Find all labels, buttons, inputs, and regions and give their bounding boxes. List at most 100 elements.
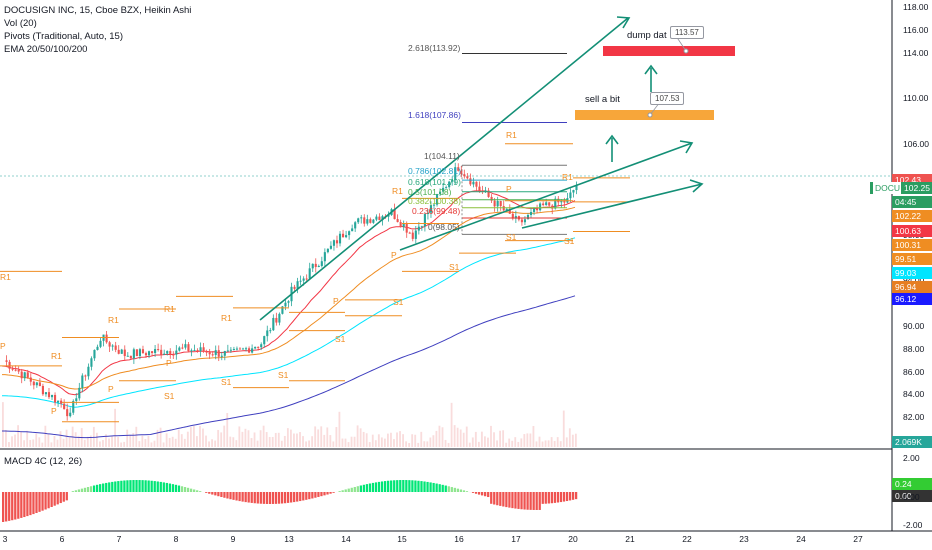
macd-bar	[199, 491, 202, 492]
annotation-sell[interactable]: sell a bit	[585, 94, 620, 105]
volume-bar	[65, 429, 68, 447]
candle-body	[338, 233, 342, 244]
macd-bar	[365, 484, 369, 492]
date-tick: 23	[739, 534, 749, 544]
fib-0786-label: 0.786(102.81)	[408, 166, 461, 176]
volume-bar	[293, 433, 295, 447]
candle-body	[211, 354, 214, 356]
macd-bar	[8, 492, 11, 521]
candle-body	[454, 167, 457, 180]
volume-bar	[89, 435, 92, 447]
volume-bar	[314, 426, 317, 447]
macd-bar	[338, 491, 341, 492]
pivot-r1-label: R1	[0, 272, 11, 282]
macd-bar	[114, 481, 117, 492]
volume-bar	[44, 425, 47, 447]
candle-body	[381, 216, 384, 221]
macd-bar	[271, 492, 275, 504]
macd-bar	[523, 492, 526, 510]
candle-body	[41, 385, 44, 395]
macd-bar	[562, 492, 566, 502]
volume-bar	[183, 438, 186, 447]
volume-bar	[268, 436, 271, 447]
macd-bar	[493, 492, 496, 505]
candle-body	[205, 351, 208, 353]
volume-bar	[508, 438, 511, 447]
macd-bar	[299, 492, 302, 502]
candle-body	[457, 167, 460, 171]
volume-bar	[493, 432, 495, 447]
volume-bar	[408, 442, 411, 447]
volume-bar	[326, 427, 329, 447]
volume-bar	[244, 428, 247, 447]
macd-bar	[150, 480, 153, 492]
candle-body	[157, 349, 160, 351]
macd-bar	[26, 492, 29, 517]
candle-body	[229, 349, 232, 351]
volume-bar	[277, 432, 280, 447]
macd-bar	[226, 492, 229, 499]
candle-body	[417, 226, 420, 231]
volume-bar	[14, 434, 16, 447]
candle-body	[408, 232, 411, 234]
sell-price-tag[interactable]: 107.53	[650, 92, 685, 105]
candle-body	[217, 350, 220, 357]
price-tag: 100.31	[892, 239, 932, 251]
candle-body	[532, 208, 536, 213]
macd-bar	[432, 482, 435, 492]
candle-body	[360, 217, 363, 219]
volume-bar	[56, 439, 59, 447]
macd-bar	[453, 487, 456, 492]
macd-bar	[347, 488, 350, 492]
volume-bar	[417, 442, 420, 447]
candle-body	[117, 349, 120, 354]
candle-body	[302, 278, 305, 281]
dump-price-tag[interactable]: 113.57	[670, 26, 704, 39]
candle-body	[484, 190, 487, 192]
symbol-title: DOCUSIGN INC, 15, Cboe BZX, Heikin Ashi	[4, 5, 192, 16]
candle-body	[93, 349, 96, 359]
macd-bar	[29, 492, 32, 516]
volume-bar	[50, 442, 53, 447]
macd-bar	[205, 492, 208, 493]
volume-bar	[311, 436, 314, 447]
candle-body	[269, 330, 272, 332]
price-axis-tick: 106.00	[903, 138, 929, 149]
candle-body	[38, 382, 41, 386]
ema-50-line	[2, 206, 576, 390]
macd-bar	[123, 480, 126, 492]
macd-bar	[320, 492, 323, 497]
macd-bar	[211, 492, 214, 495]
volume-bar	[544, 440, 547, 447]
candle-body	[266, 330, 269, 337]
macd-bar	[396, 480, 399, 492]
macd-bar	[102, 483, 105, 492]
candle-body	[369, 219, 372, 223]
macd-bar	[402, 480, 405, 492]
candle-body	[126, 355, 129, 357]
pivot-p-label: P	[166, 358, 172, 368]
macd-bar	[53, 492, 56, 506]
volume-bar	[447, 442, 450, 447]
macd-bar	[484, 492, 487, 497]
candle-body	[542, 203, 545, 206]
macd-bar	[499, 492, 502, 506]
macd-bar	[92, 485, 96, 492]
macd-bar	[296, 492, 299, 502]
candle-body	[144, 353, 148, 356]
annotation-dump[interactable]: dump dat	[627, 30, 667, 41]
candle-body	[69, 412, 72, 417]
candle-body	[423, 214, 426, 227]
pivot-s1-label: S1	[564, 236, 575, 246]
volume-bar	[174, 438, 177, 447]
macd-bar	[156, 481, 159, 492]
macd-bar	[217, 492, 220, 497]
candle-body	[275, 317, 278, 323]
volume-bar	[383, 438, 386, 447]
macd-bar	[71, 491, 74, 492]
macd-bar	[2, 492, 5, 522]
candle-body	[345, 235, 348, 238]
volume-bar	[189, 427, 192, 447]
macd-bar	[329, 492, 332, 494]
